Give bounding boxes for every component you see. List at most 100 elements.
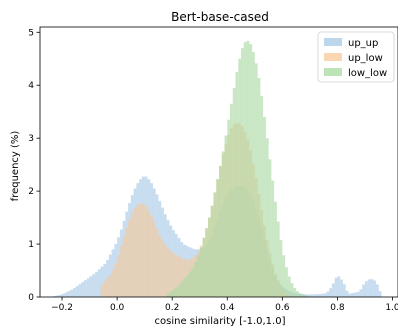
histogram-bar	[62, 293, 65, 297]
histogram-bar	[172, 252, 175, 297]
histogram-bar	[180, 258, 184, 297]
x-axis-ticks: −0.2 0.0 0.2 0.4 0.6 0.8 1.0	[51, 297, 398, 313]
histogram-bar	[180, 281, 184, 297]
x-tick-label: 0.4	[220, 303, 235, 313]
legend-entry-up_up: up_up	[324, 38, 378, 49]
histogram-bar	[161, 240, 164, 297]
histogram-bar	[359, 289, 363, 297]
histogram-bar	[86, 278, 90, 297]
y-tick-label: 1	[28, 240, 34, 250]
histogram-bar	[166, 248, 170, 297]
histogram-bar	[224, 135, 228, 297]
histogram-bar	[213, 192, 217, 297]
histogram-bar	[152, 222, 156, 297]
histogram-bar	[353, 292, 357, 297]
histogram-bar	[296, 291, 299, 297]
histogram-bar	[67, 291, 71, 297]
histogram-bar	[362, 284, 365, 297]
histogram-bar	[243, 42, 247, 297]
histogram-bar	[150, 215, 153, 297]
histogram-bar	[144, 206, 148, 297]
histogram-bar	[172, 289, 175, 297]
histogram-bar	[254, 63, 258, 298]
histogram-bar	[81, 282, 85, 297]
histogram-bar	[174, 254, 178, 297]
y-tick-label: 5	[28, 28, 34, 38]
histogram-bar	[103, 281, 107, 297]
histogram-bar	[340, 279, 343, 297]
y-tick-label: 0	[28, 293, 34, 303]
histogram-bar	[119, 246, 123, 297]
legend-entry-low_low: low_low	[324, 68, 387, 79]
histogram-bar	[315, 294, 319, 297]
series-low_low	[166, 40, 310, 298]
histogram-bar	[133, 207, 137, 297]
histogram-bar	[329, 288, 332, 297]
histogram-bar	[59, 294, 63, 297]
histogram-bar	[205, 228, 209, 297]
histogram-bar	[260, 95, 264, 297]
histogram-bar	[219, 165, 222, 297]
histogram-bar	[89, 276, 93, 297]
histogram-bar	[108, 274, 112, 297]
histogram-bar	[293, 288, 297, 297]
histogram-bar	[375, 284, 379, 297]
histogram-bar	[122, 236, 126, 297]
histogram-bar	[130, 212, 134, 297]
chart-title: Bert-base-cased	[171, 10, 269, 24]
legend-label: up_up	[348, 38, 378, 49]
histogram-bar	[100, 266, 104, 297]
histogram-bar	[78, 284, 82, 297]
x-tick-label: 0.2	[165, 303, 179, 313]
histogram-bar	[125, 227, 129, 297]
histogram-bar	[75, 286, 79, 297]
histogram-bar	[274, 201, 277, 297]
histogram-bar	[326, 291, 330, 297]
histogram-bar	[202, 238, 206, 297]
plot-border	[39, 26, 398, 298]
histogram-bar	[348, 293, 352, 297]
histogram-bar	[158, 235, 162, 297]
histogram-bar	[290, 283, 294, 297]
histogram-bar	[191, 267, 195, 297]
histogram-bar	[252, 52, 255, 298]
x-tick-label: 0.6	[275, 303, 290, 313]
histogram-bar	[318, 293, 321, 297]
axis-frame	[39, 26, 398, 298]
histogram-bar	[183, 259, 186, 297]
histogram-bar	[279, 240, 283, 297]
histogram-bar	[282, 255, 286, 297]
histogram-bar	[287, 276, 291, 297]
histogram-bar	[147, 210, 151, 297]
histogram-bar	[183, 278, 186, 297]
y-tick-label: 4	[28, 81, 34, 91]
histogram-bar	[53, 296, 57, 297]
histogram-bar	[285, 267, 288, 297]
histogram-bar	[268, 159, 272, 297]
histogram-bar	[309, 294, 313, 297]
histogram-bar	[177, 256, 181, 297]
histogram-bar	[238, 58, 242, 298]
histogram-bar	[304, 295, 308, 297]
histogram-bar	[257, 77, 261, 298]
histogram-bar	[163, 244, 167, 297]
histogram-bar	[221, 151, 225, 297]
histogram-bar	[84, 280, 87, 298]
legend-swatch	[324, 38, 342, 46]
histogram-bar	[111, 269, 115, 297]
histogram-bar	[320, 293, 324, 297]
histogram-bar	[373, 280, 377, 297]
x-tick-label: −0.2	[51, 303, 73, 313]
histogram-bar	[207, 217, 211, 297]
histogram-bar	[337, 276, 341, 297]
histogram-bar	[169, 291, 173, 298]
y-axis-label: frequency (%)	[10, 131, 21, 202]
histogram-bar	[216, 179, 220, 297]
legend-label: low_low	[348, 68, 387, 79]
histogram-bar	[271, 180, 275, 297]
y-tick-label: 2	[28, 187, 34, 197]
histogram-bar	[139, 203, 142, 297]
x-tick-label: 1.0	[385, 303, 398, 313]
histogram-bar	[249, 44, 253, 298]
histogram-bar	[103, 263, 107, 297]
